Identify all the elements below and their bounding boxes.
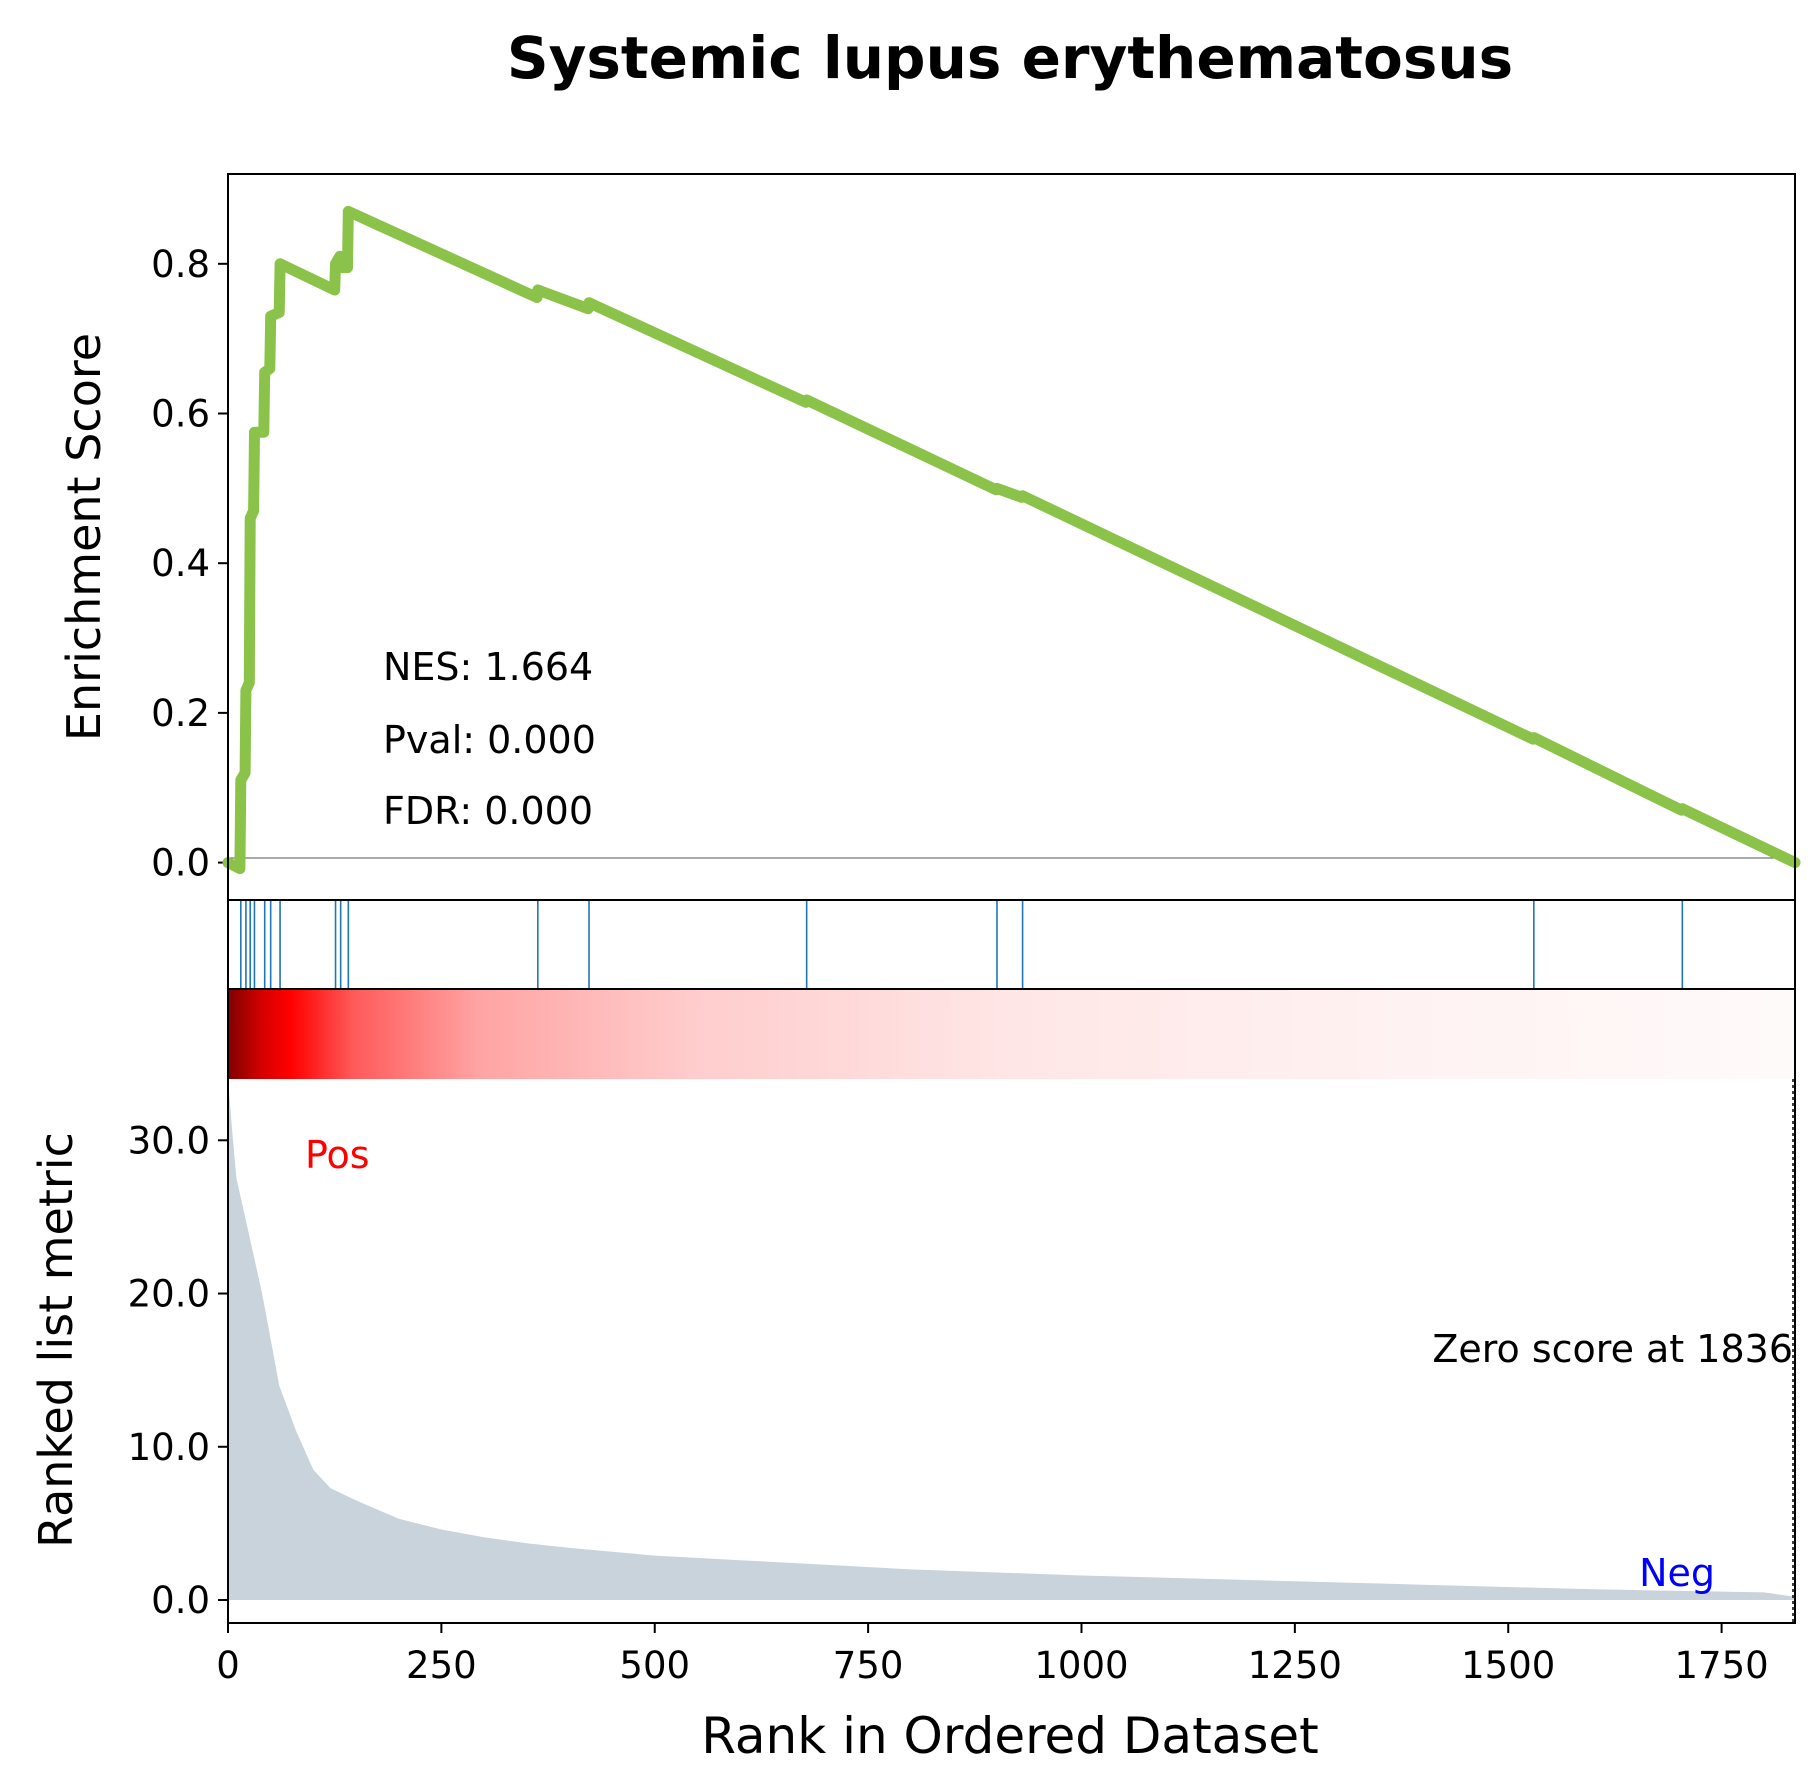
rank-y-ticks: 0.0 10.0 20.0 30.0 (128, 1119, 228, 1622)
x-tick-label: 1000 (1034, 1644, 1128, 1687)
x-tick-label: 750 (833, 1644, 904, 1687)
pval-annotation: Pval: 0.000 (383, 718, 596, 762)
x-axis-label: Rank in Ordered Dataset (701, 1707, 1318, 1765)
chart-title: Systemic lupus erythematosus (507, 24, 1513, 92)
es-y-tick-label: 0.4 (151, 542, 210, 585)
es-y-tick-label: 0.6 (151, 393, 210, 436)
rank-y-tick-label: 30.0 (128, 1119, 210, 1162)
rank-y-axis-label: Ranked list metric (29, 1132, 83, 1548)
x-tick-label: 1250 (1248, 1644, 1342, 1687)
x-axis-ticks: 0 250 500 750 1000 1250 1500 1750 (216, 1623, 1769, 1687)
neg-label: Neg (1639, 1551, 1715, 1595)
fdr-annotation: FDR: 0.000 (383, 789, 593, 833)
hits-frame (227, 899, 1796, 990)
enrichment-score-line (222, 205, 1801, 875)
es-y-axis-label: Enrichment Score (57, 333, 111, 741)
pos-label: Pos (305, 1133, 370, 1177)
hits-panel (227, 899, 1796, 990)
rank-y-tick-label: 0.0 (151, 1579, 210, 1622)
x-tick-label: 500 (619, 1644, 690, 1687)
es-y-tick-label: 0.8 (151, 243, 210, 286)
x-tick-label: 1500 (1461, 1644, 1555, 1687)
gene-hit-lines (240, 900, 1684, 989)
x-tick-label: 0 (216, 1644, 240, 1687)
rank-y-tick-label: 20.0 (128, 1273, 210, 1316)
es-y-tick-label: 0.0 (151, 842, 210, 885)
zero-score-annotation: Zero score at 1836 (1432, 1327, 1793, 1371)
ranked-panel-frame (227, 1079, 1796, 1624)
x-tick-label: 250 (406, 1644, 477, 1687)
x-tick-label: 1750 (1675, 1644, 1769, 1687)
ranked-metric-area (228, 1079, 1795, 1600)
ranked-panel: 0.0 10.0 20.0 30.0 Ranked list metric Pos N… (29, 988, 1796, 1624)
enrichment-panel: 0.0 0.2 0.4 0.6 0.8 Enrichment Score NES: 1.… (57, 173, 1801, 901)
rank-y-tick-label: 10.0 (128, 1426, 210, 1469)
nes-annotation: NES: 1.664 (383, 645, 593, 689)
es-y-ticks: 0.0 0.2 0.4 0.6 0.8 (151, 243, 228, 885)
es-y-tick-label: 0.2 (151, 692, 210, 735)
rank-heatmap-strip (228, 989, 1795, 1079)
